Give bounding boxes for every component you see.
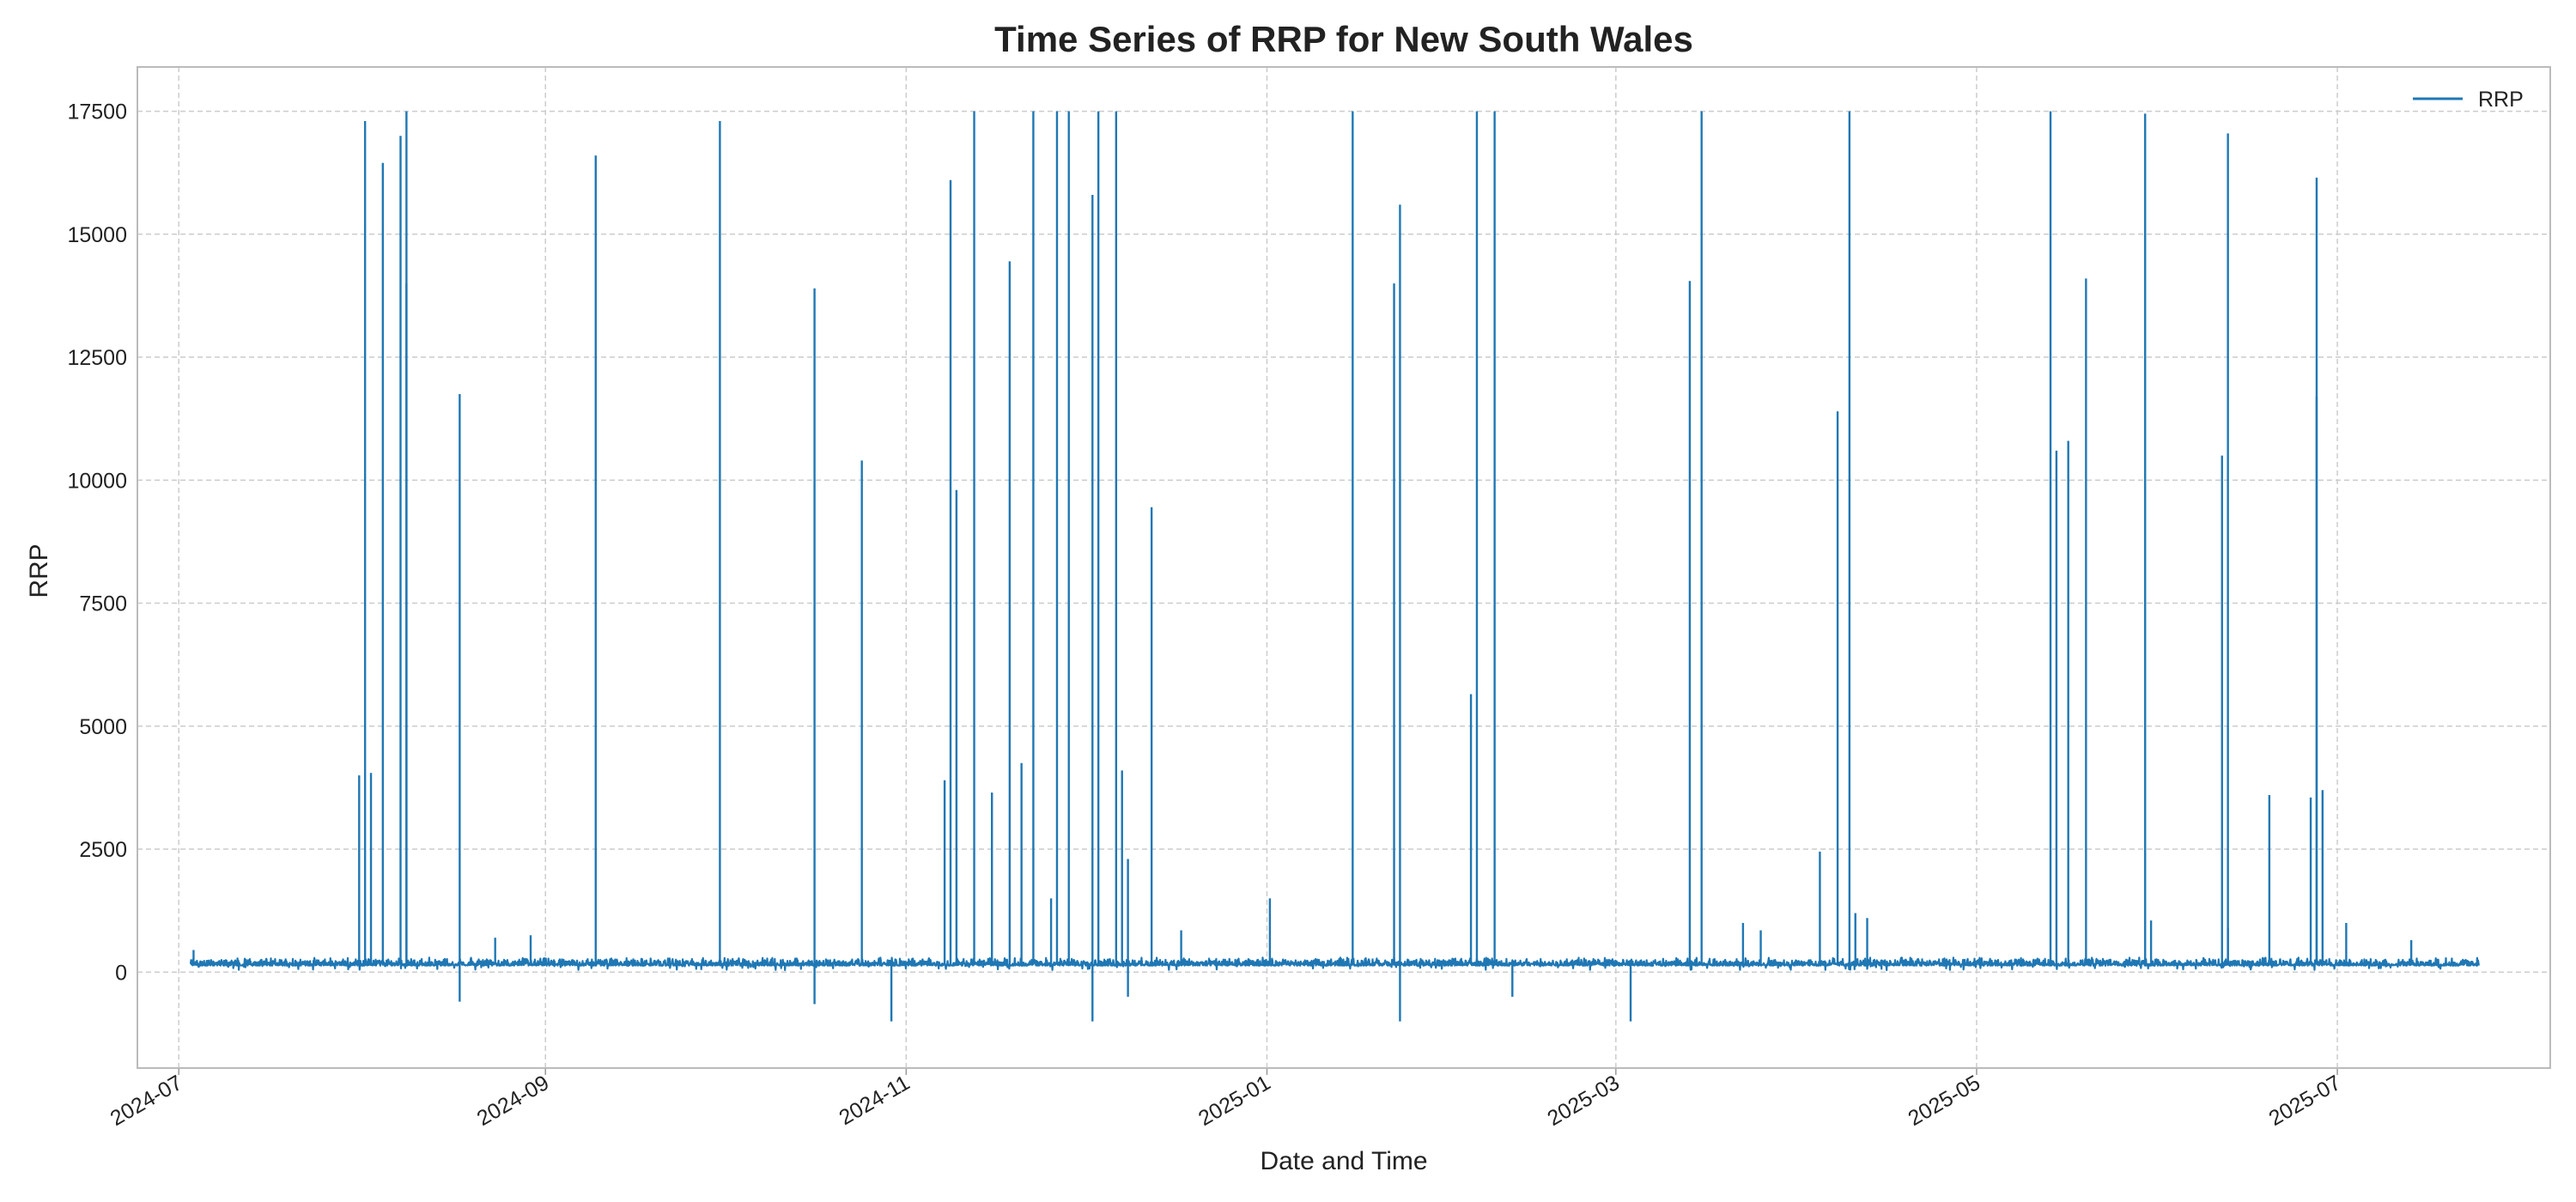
x-axis-label: Date and Time <box>1260 1147 1427 1175</box>
series-line-rrp <box>189 956 2480 971</box>
y-tick-label: 10000 <box>67 469 127 493</box>
legend-label-rrp: RRP <box>2478 88 2524 112</box>
chart-title: Time Series of RRP for New South Wales <box>994 19 1693 59</box>
y-tick-label: 17500 <box>67 100 127 124</box>
y-tick-label: 15000 <box>67 223 127 247</box>
legend: RRP <box>2413 88 2524 112</box>
grid-layer <box>137 67 2550 1068</box>
y-tick-label: 0 <box>115 961 127 985</box>
series-layer <box>189 111 2480 1022</box>
y-tick-label: 2500 <box>79 838 127 862</box>
y-axis-label: RRP <box>25 543 53 598</box>
y-tick-label: 12500 <box>67 346 127 370</box>
plot-frame <box>137 66 2551 1069</box>
y-tick-label: 5000 <box>79 715 127 739</box>
y-tick-label: 7500 <box>79 592 127 616</box>
